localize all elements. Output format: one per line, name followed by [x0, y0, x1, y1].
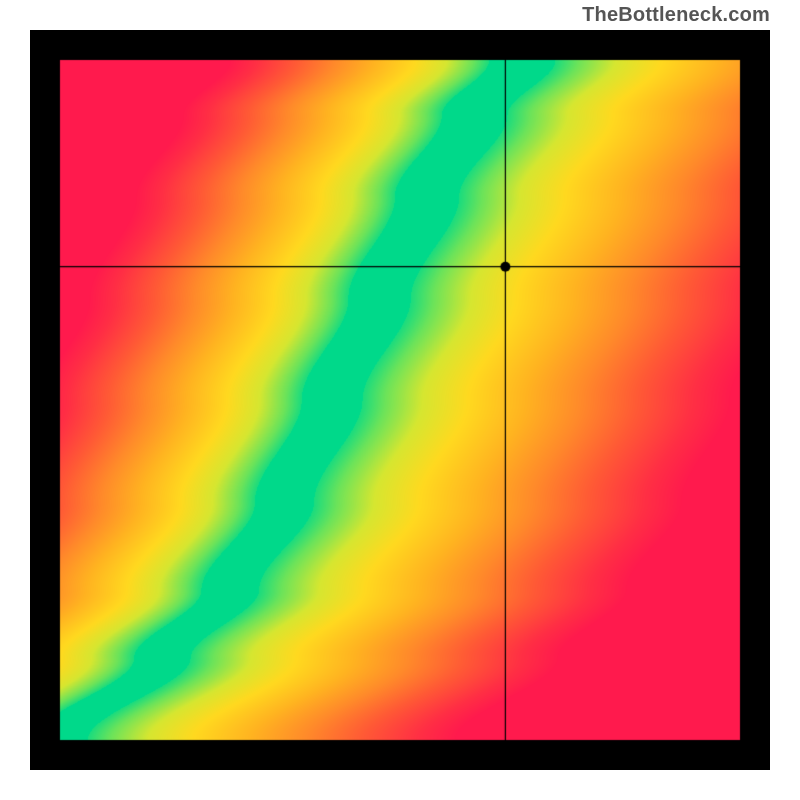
- bottleneck-heatmap: [30, 30, 770, 770]
- chart-frame: [30, 30, 770, 770]
- attribution-text: TheBottleneck.com: [582, 4, 770, 27]
